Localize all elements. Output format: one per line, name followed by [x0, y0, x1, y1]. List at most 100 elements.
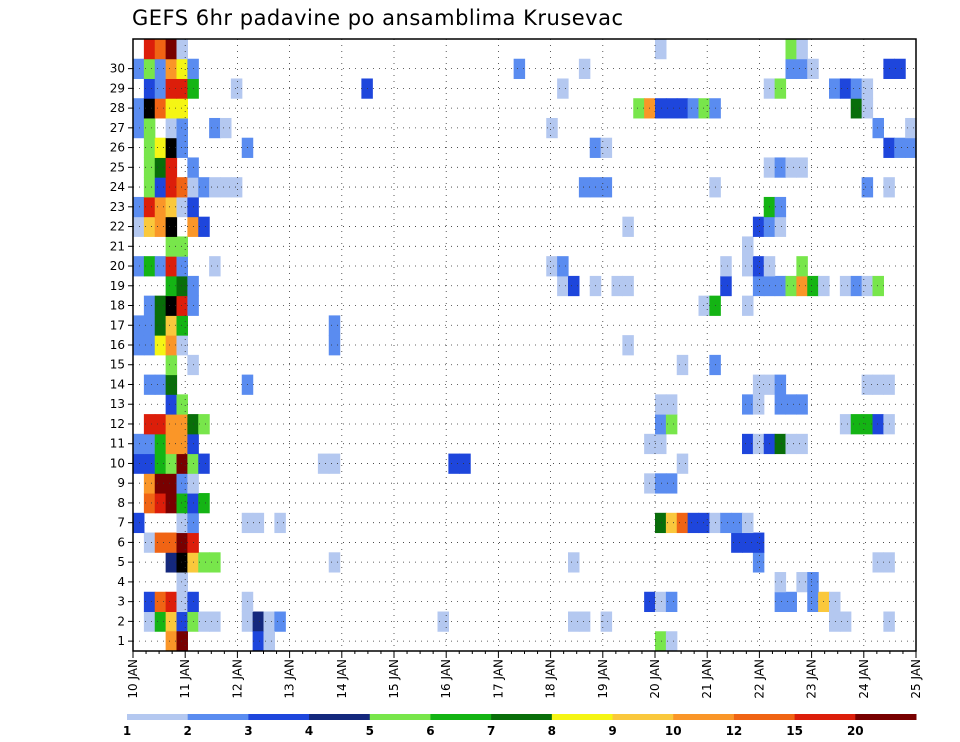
x-tick-label: 25 JAN — [909, 659, 923, 699]
heatmap-cell — [752, 275, 765, 297]
heatmap-cell — [665, 512, 678, 534]
y-tick-label: 6 — [117, 535, 125, 549]
heatmap-cell — [176, 493, 188, 514]
y-tick-label: 17 — [110, 318, 125, 332]
heatmap-cell — [752, 552, 765, 573]
legend-label: 20 — [847, 724, 864, 738]
heatmap-cell — [655, 394, 667, 415]
heatmap-cell — [861, 275, 874, 297]
y-tick-label: 24 — [110, 180, 125, 194]
heatmap-cell — [176, 98, 188, 119]
heatmap-cell — [568, 275, 580, 297]
y-tick-label: 11 — [110, 437, 125, 451]
x-tick-label: 20 JAN — [648, 659, 662, 699]
heatmap-cell — [133, 196, 145, 218]
heatmap-cell — [752, 374, 765, 395]
legend-swatch — [612, 714, 674, 720]
heatmap-cell — [133, 58, 145, 79]
heatmap-cell — [133, 433, 145, 455]
heatmap-cell — [133, 117, 145, 139]
heatmap-cell — [154, 196, 167, 218]
heatmap-cell — [154, 137, 167, 158]
heatmap-cell — [774, 433, 787, 455]
heatmap-cell — [328, 315, 341, 336]
y-tick-label: 16 — [110, 338, 125, 352]
heatmap-cell — [165, 78, 178, 99]
x-tick-label: 24 JAN — [857, 659, 871, 699]
heatmap-cell — [176, 394, 188, 415]
legend-swatch — [369, 714, 431, 720]
heatmap-cell — [154, 98, 167, 119]
color-legend: 1 2 3 4 5 6 7 8 9 10 12 15 20 — [123, 714, 917, 738]
heatmap-cell — [774, 374, 787, 395]
heatmap-cell — [742, 512, 754, 534]
heatmap-cell — [807, 591, 819, 613]
heatmap-cell — [165, 295, 178, 316]
heatmap-cell — [143, 39, 156, 60]
heatmap-cell — [850, 98, 863, 119]
heatmap-cell — [578, 177, 591, 198]
x-tick-label: 10 JAN — [126, 659, 140, 699]
heatmap-cell — [752, 532, 765, 553]
heatmap-cell — [154, 315, 167, 336]
legend-swatch — [855, 714, 917, 720]
heatmap-cell — [165, 117, 178, 139]
heatmap-cell — [774, 591, 787, 613]
heatmap-cell — [176, 58, 188, 79]
heatmap-cell — [557, 256, 569, 277]
heatmap-cell — [165, 177, 178, 198]
heatmap-cell — [198, 453, 210, 474]
heatmap-cell — [774, 157, 787, 178]
heatmap-cell — [459, 453, 471, 474]
legend-label: 9 — [608, 724, 616, 738]
heatmap-cell — [154, 611, 167, 632]
heatmap-cell — [872, 414, 884, 435]
heatmap-cell — [143, 453, 156, 474]
legend-swatch — [127, 714, 189, 720]
heatmap-cell — [165, 315, 178, 336]
heatmap-cell — [752, 433, 765, 455]
heatmap-cell — [578, 611, 591, 632]
heatmap-cell — [861, 98, 874, 119]
heatmap-cell — [263, 611, 275, 632]
heatmap-cell — [176, 532, 188, 553]
heatmap-cell — [600, 611, 613, 632]
heatmap-cell — [568, 552, 580, 573]
x-tick-label: 11 JAN — [178, 659, 192, 699]
heatmap-cell — [568, 611, 580, 632]
heatmap-cell — [143, 473, 156, 494]
x-tick-label: 18 JAN — [544, 659, 558, 699]
heatmap-cell — [165, 414, 178, 435]
y-tick-label: 21 — [110, 239, 125, 253]
heatmap-cell — [774, 78, 787, 99]
heatmap-cell — [861, 78, 874, 99]
heatmap-cell — [785, 275, 797, 297]
heatmap-cell — [676, 354, 689, 376]
heatmap-cell — [220, 117, 232, 139]
heatmap-cell — [230, 177, 243, 198]
heatmap-cell — [317, 453, 330, 474]
heatmap-cell — [176, 315, 188, 336]
heatmap-cell — [263, 631, 275, 652]
heatmap-cell — [796, 433, 808, 455]
heatmap-cell — [154, 157, 167, 178]
heatmap-cell — [839, 414, 852, 435]
heatmap-cell — [165, 98, 178, 119]
legend-label: 5 — [366, 724, 374, 738]
heatmap-cell — [176, 295, 188, 316]
heatmap-cell — [807, 275, 819, 297]
heatmap-cell — [850, 78, 863, 99]
heatmap-cell — [176, 453, 188, 474]
heatmap-cell — [807, 572, 819, 593]
heatmap-cell — [220, 177, 232, 198]
heatmap-cell — [143, 374, 156, 395]
heatmap-cell — [720, 512, 732, 534]
plot-frame — [132, 38, 917, 652]
heatmap-cell — [546, 117, 558, 139]
heatmap-cell — [143, 216, 156, 237]
heatmap-cell — [894, 137, 906, 158]
heatmap-cell — [165, 631, 178, 652]
heatmap-cell — [578, 58, 591, 79]
heatmap-cell — [165, 256, 178, 277]
legend-label: 8 — [548, 724, 556, 738]
